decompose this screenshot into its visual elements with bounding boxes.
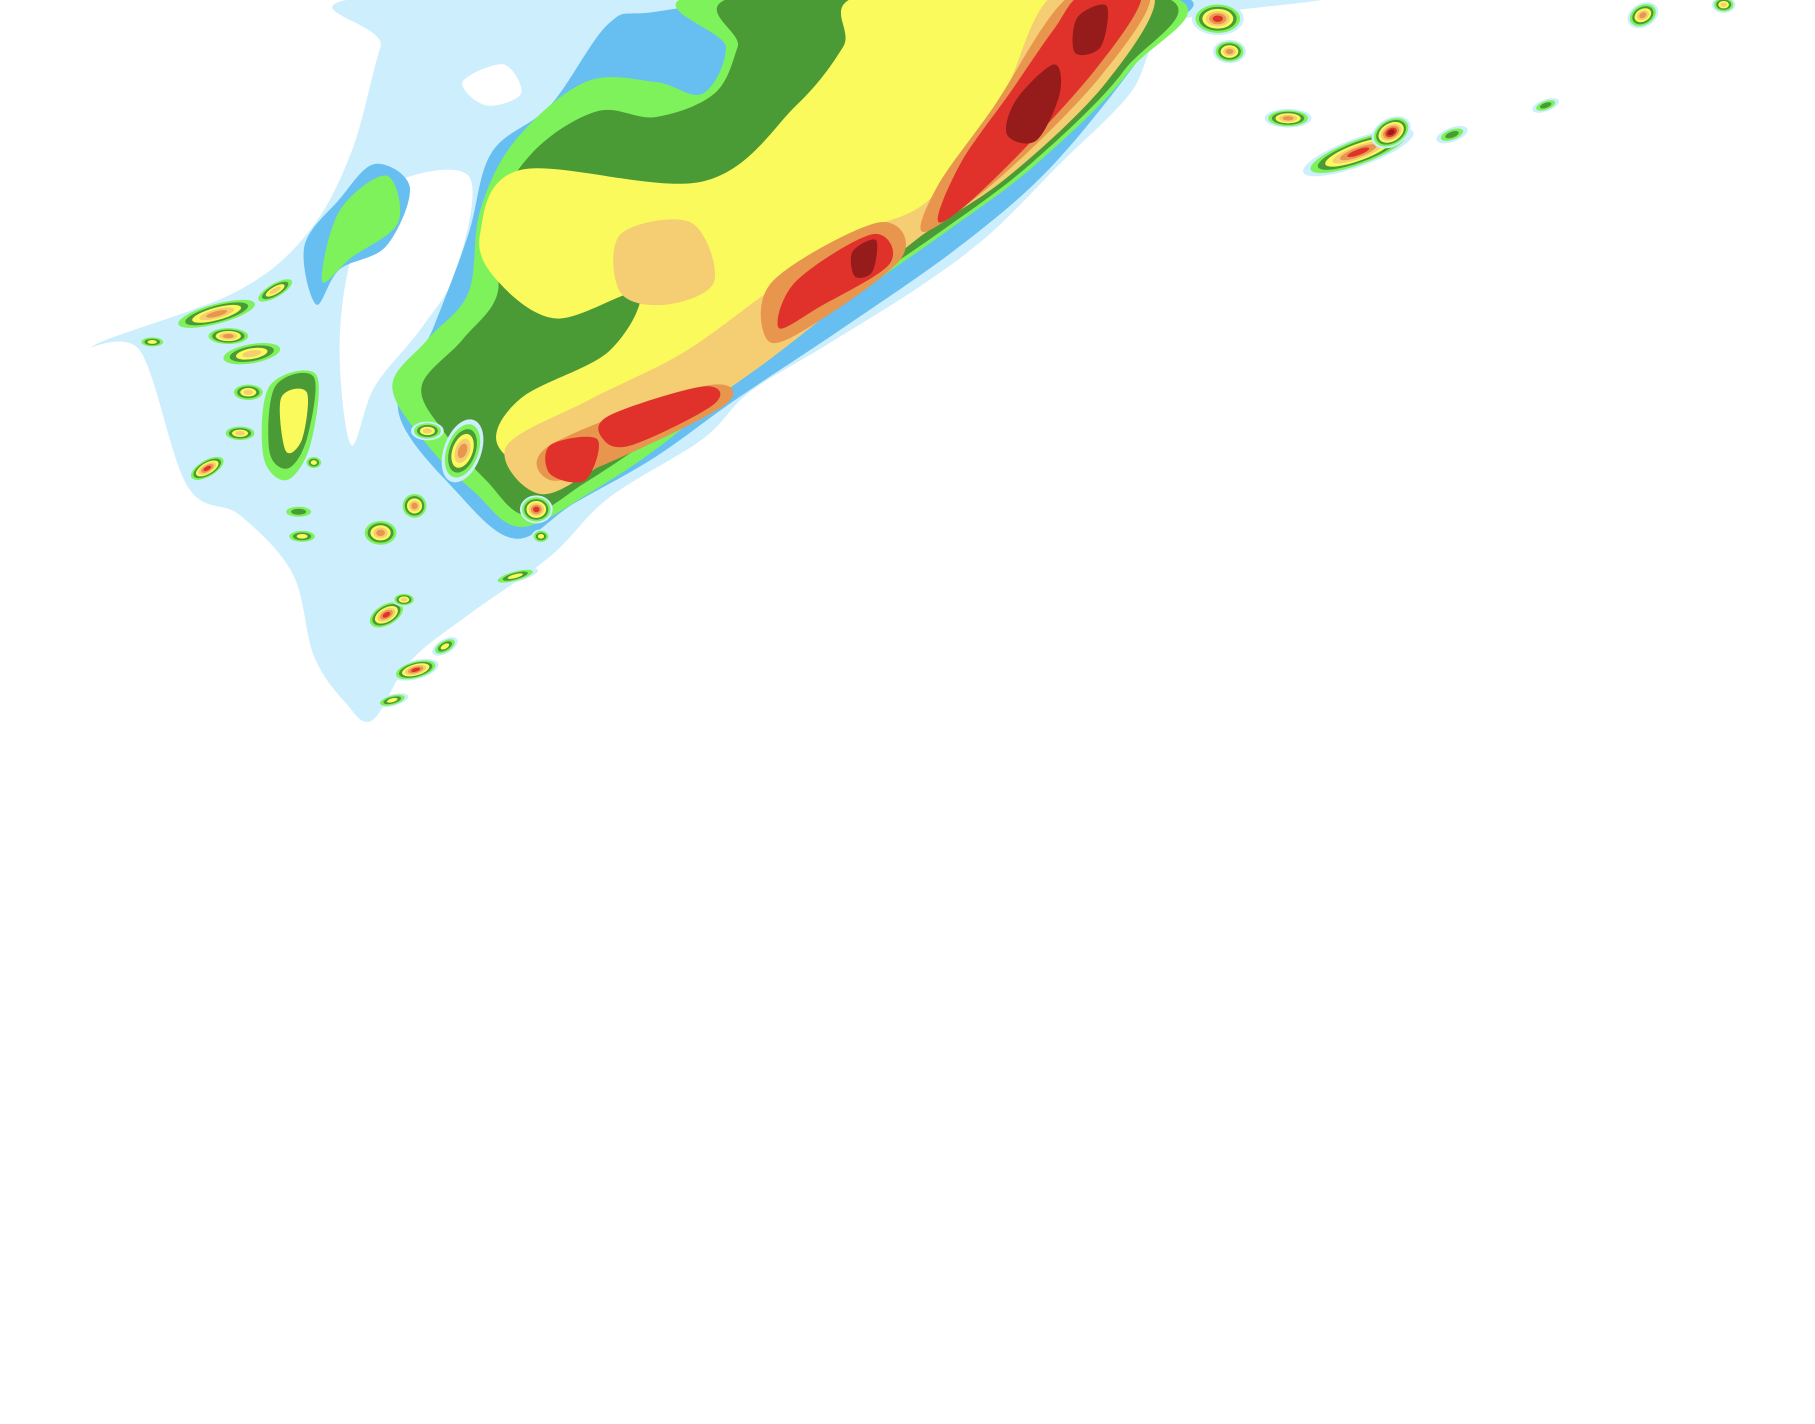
- storm-cell: [296, 534, 308, 539]
- storm-cell: [310, 460, 317, 465]
- rain-area-dark-red: [1005, 64, 1062, 144]
- clear-gap: [462, 64, 522, 106]
- storm-cell: [422, 428, 432, 434]
- storm-cell: [203, 465, 212, 472]
- storm-cell: [386, 697, 398, 703]
- storm-cell: [400, 597, 408, 602]
- storm-cell: [1347, 147, 1370, 158]
- storm-cell: [411, 667, 421, 673]
- rain-area-yellow: [279, 388, 309, 454]
- storm-cell: [1282, 116, 1294, 121]
- storm-cell: [291, 508, 307, 515]
- storm-cell: [537, 534, 545, 539]
- rain-area-red: [545, 436, 599, 483]
- storm-cell: [1720, 2, 1727, 7]
- storm-cell: [243, 389, 254, 395]
- storm-cell: [242, 350, 262, 358]
- rain-area-orange-light: [613, 219, 716, 306]
- storm-cell: [440, 643, 450, 650]
- storm-cell: [1639, 12, 1647, 19]
- storm-cell: [533, 506, 540, 513]
- storm-cell: [269, 286, 281, 295]
- storm-cell: [382, 611, 391, 618]
- storm-cell: [507, 573, 523, 579]
- storm-cell: [376, 529, 385, 537]
- storm-cell: [222, 333, 234, 339]
- storm-cell: [1212, 15, 1223, 23]
- storm-cell: [235, 431, 245, 436]
- storm-cell: [206, 310, 228, 318]
- storm-cell: [1539, 102, 1552, 109]
- storm-cell: [1445, 130, 1459, 139]
- rain-area-dark-red: [1072, 4, 1109, 56]
- rain-area-red: [598, 386, 721, 448]
- rain-area-dark-red: [850, 239, 878, 278]
- rain-area-green: [321, 175, 401, 283]
- storm-cell: [1225, 48, 1234, 55]
- storm-cell: [1387, 129, 1395, 136]
- storm-cell: [147, 339, 157, 344]
- storm-cell: [457, 443, 468, 459]
- storm-cell: [411, 502, 418, 510]
- rain-area-yellow: [479, 0, 1148, 478]
